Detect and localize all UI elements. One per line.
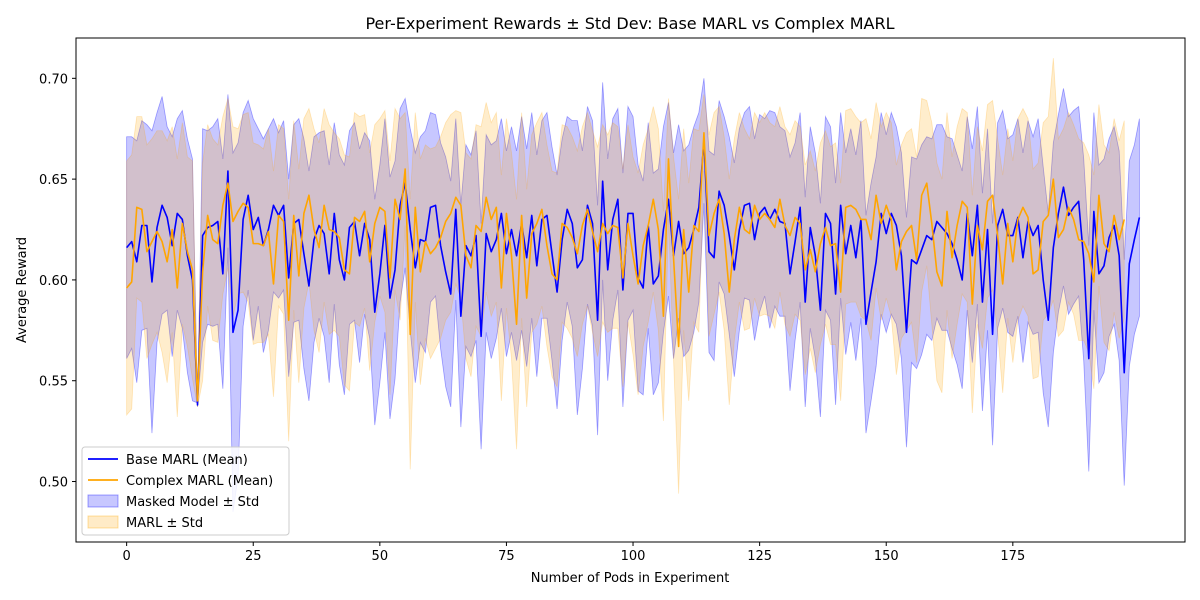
x-tick-label: 50 bbox=[372, 549, 389, 564]
std-band-base bbox=[126, 78, 1140, 512]
y-tick-label: 0.70 bbox=[39, 72, 68, 87]
x-axis-ticks: 0 25 50 75 100 125 150 175 bbox=[122, 542, 1025, 564]
std-band-complex bbox=[126, 58, 1125, 494]
y-tick-label: 0.60 bbox=[39, 274, 68, 289]
x-tick-label: 25 bbox=[245, 549, 262, 564]
legend-box bbox=[81, 446, 290, 536]
plot-frame bbox=[75, 37, 1186, 543]
chart-title: Per-Experiment Rewards ± Std Dev: Base M… bbox=[365, 14, 894, 33]
series-line-base bbox=[126, 140, 1141, 406]
plot-area bbox=[126, 58, 1141, 512]
x-tick-label: 75 bbox=[498, 549, 515, 564]
x-tick-label: 175 bbox=[1000, 549, 1025, 564]
legend: Base MARL (Mean) Complex MARL (Mean) Maske… bbox=[81, 446, 290, 536]
x-tick-label: 0 bbox=[122, 549, 130, 564]
series-line-complex bbox=[126, 131, 1126, 402]
legend-swatch-band bbox=[87, 494, 119, 508]
legend-label: Base MARL (Mean) bbox=[126, 453, 248, 468]
legend-label: Complex MARL (Mean) bbox=[126, 474, 273, 489]
x-tick-label: 100 bbox=[621, 549, 646, 564]
mean-lines bbox=[126, 131, 1141, 406]
legend-items: Base MARL (Mean) Complex MARL (Mean) Maske… bbox=[87, 453, 273, 531]
legend-swatch-band bbox=[87, 515, 119, 529]
y-tick-label: 0.50 bbox=[39, 476, 68, 491]
x-tick-label: 125 bbox=[747, 549, 772, 564]
x-tick-label: 150 bbox=[874, 549, 899, 564]
legend-label: Masked Model ± Std bbox=[126, 495, 259, 510]
x-axis-label: Number of Pods in Experiment bbox=[531, 571, 730, 586]
legend-label: MARL ± Std bbox=[126, 516, 203, 531]
std-bands bbox=[126, 58, 1140, 512]
y-axis-ticks: 0.50 0.55 0.60 0.65 0.70 bbox=[39, 72, 76, 491]
y-tick-label: 0.55 bbox=[39, 375, 68, 390]
y-tick-label: 0.65 bbox=[39, 173, 68, 188]
y-axis-label: Average Reward bbox=[15, 237, 30, 343]
